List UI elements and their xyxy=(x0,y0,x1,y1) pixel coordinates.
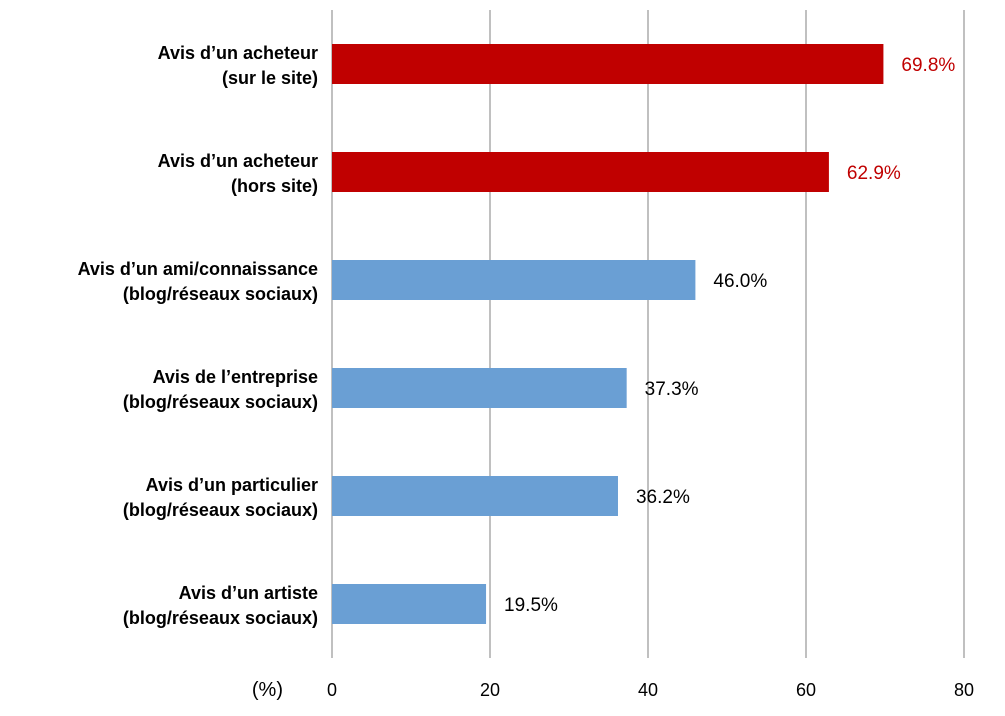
category-label-line: Avis d’un acheteur xyxy=(158,151,318,171)
x-tick-label: 40 xyxy=(638,680,658,700)
value-label: 36.2% xyxy=(636,487,690,508)
category-label: Avis d’un ami/connaissance (blog/réseaux … xyxy=(78,259,318,304)
category-label-line: Avis d’un ami/connaissance xyxy=(78,259,318,279)
x-axis-unit-label: (%) xyxy=(252,679,283,701)
x-tick-label: 20 xyxy=(480,680,500,700)
category-label-line: Avis d’un artiste xyxy=(179,583,318,603)
value-labels: 69.8% 62.9% 46.0% 37.3% 36.2% 19.5% xyxy=(504,55,955,616)
category-label: Avis d’un artiste (blog/réseaux sociaux) xyxy=(123,583,318,628)
category-label-line: (blog/réseaux sociaux) xyxy=(123,500,318,520)
bar xyxy=(332,476,618,516)
value-label: 62.9% xyxy=(847,163,901,184)
value-label: 37.3% xyxy=(645,379,699,400)
x-tick-label: 60 xyxy=(796,680,816,700)
category-label-line: (hors site) xyxy=(231,176,318,196)
category-label-line: (blog/réseaux sociaux) xyxy=(123,608,318,628)
bar xyxy=(332,260,696,300)
value-label: 46.0% xyxy=(713,271,767,292)
x-tick-label: 80 xyxy=(954,680,974,700)
bar xyxy=(332,44,884,84)
value-label: 19.5% xyxy=(504,595,558,616)
category-label-line: (sur le site) xyxy=(222,68,318,88)
x-tick-label: 0 xyxy=(327,680,337,700)
category-label-line: (blog/réseaux sociaux) xyxy=(123,392,318,412)
value-label: 69.8% xyxy=(901,55,955,76)
category-label: Avis d’un particulier (blog/réseaux socia… xyxy=(123,475,318,520)
bar xyxy=(332,584,487,624)
category-label: Avis d’un acheteur (hors site) xyxy=(158,151,318,196)
category-label-line: Avis de l’entreprise xyxy=(153,367,318,387)
category-labels: Avis d’un acheteur(sur le site)Avis d’un… xyxy=(78,43,318,628)
category-label: Avis d’un acheteur (sur le site) xyxy=(158,43,318,88)
bar xyxy=(332,152,829,192)
bar xyxy=(332,368,627,408)
x-axis-ticks: 0 20 40 60 80 xyxy=(327,680,974,700)
category-label-line: Avis d’un acheteur xyxy=(158,43,318,63)
category-label-line: (blog/réseaux sociaux) xyxy=(123,284,318,304)
bars xyxy=(332,44,884,624)
category-label: Avis de l’entreprise (blog/réseaux sociau… xyxy=(123,367,318,412)
category-label-line: Avis d’un particulier xyxy=(146,475,318,495)
gridlines xyxy=(331,10,965,658)
